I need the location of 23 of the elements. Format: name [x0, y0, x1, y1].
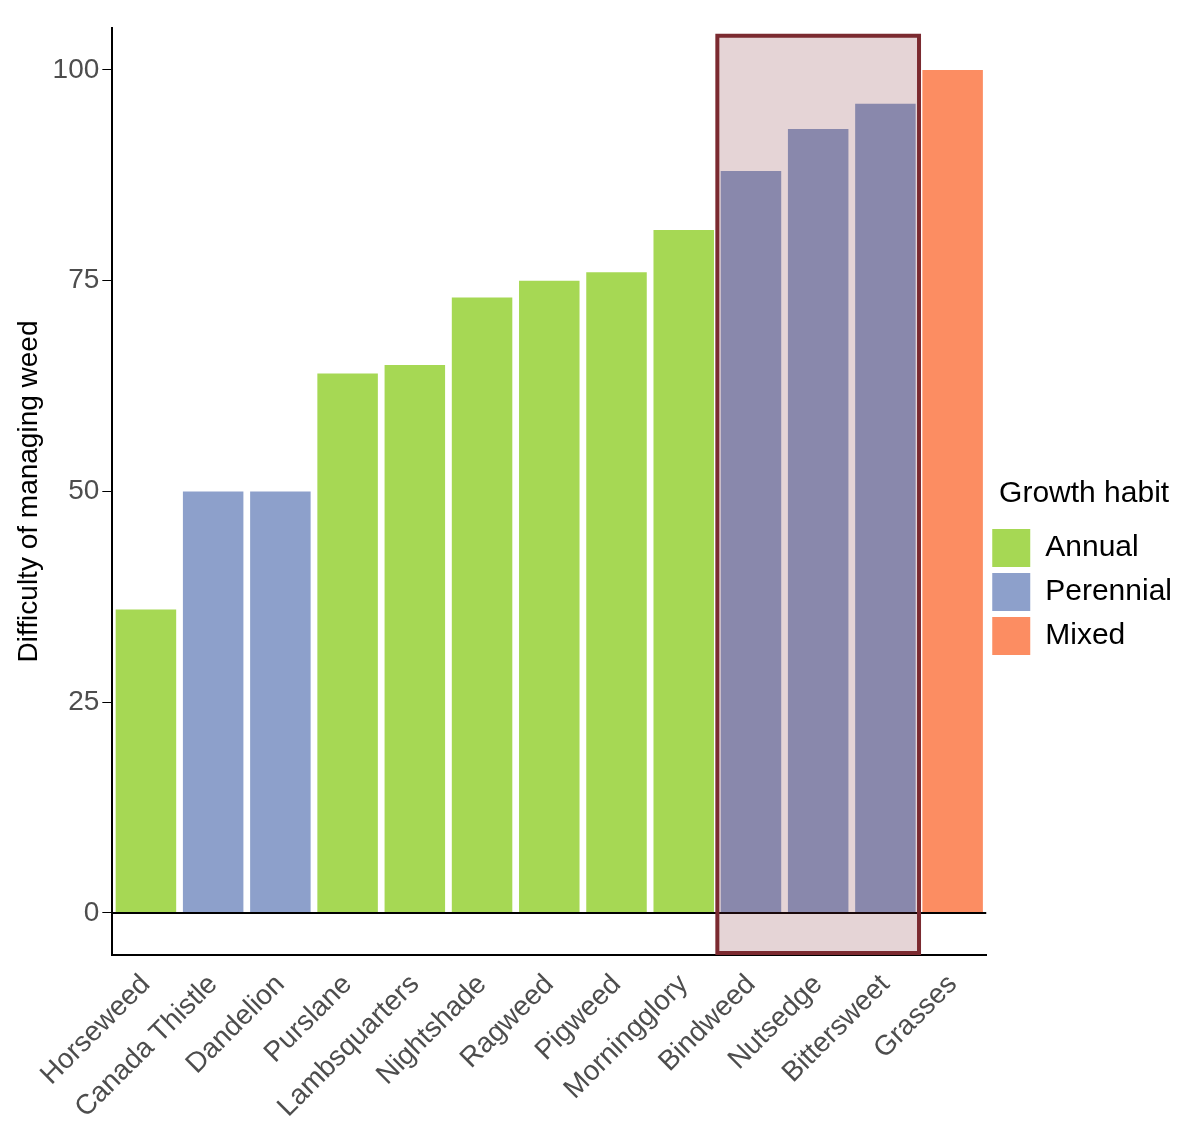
y-tick-label: 25 — [68, 684, 100, 716]
y-tick-label: 100 — [52, 52, 100, 84]
bar — [720, 171, 782, 913]
y-axis-title: Difficulty of managing weed — [11, 320, 43, 663]
bar — [182, 491, 244, 913]
bar — [519, 280, 580, 913]
bar — [787, 128, 849, 913]
legend-title: Growth habit — [999, 475, 1170, 509]
legend-label: Annual — [1045, 529, 1139, 563]
bar — [317, 373, 378, 913]
bar — [384, 364, 446, 913]
y-tick-label: 0 — [83, 895, 100, 927]
bar — [855, 103, 916, 913]
y-tick-label: 75 — [68, 263, 100, 295]
bar — [922, 69, 983, 913]
bar — [653, 230, 714, 913]
bar — [586, 272, 647, 913]
bar — [451, 297, 513, 913]
y-tick-label: 50 — [68, 474, 100, 506]
legend-label: Perennial — [1045, 573, 1173, 607]
legend-label: Mixed — [1045, 617, 1126, 651]
bar — [115, 609, 177, 913]
bar — [250, 491, 311, 913]
